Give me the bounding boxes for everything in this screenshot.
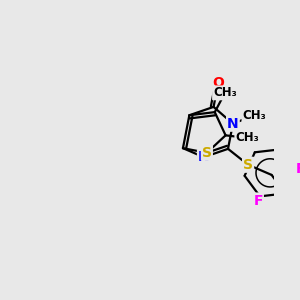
Text: S: S: [202, 146, 212, 160]
Text: CH₃: CH₃: [235, 131, 259, 144]
Text: O: O: [212, 76, 224, 90]
Text: F: F: [295, 162, 300, 176]
Text: N: N: [198, 150, 210, 164]
Text: N: N: [227, 117, 239, 131]
Text: CH₃: CH₃: [242, 109, 266, 122]
Text: F: F: [253, 194, 263, 208]
Text: S: S: [243, 158, 253, 172]
Text: CH₃: CH₃: [213, 86, 237, 99]
